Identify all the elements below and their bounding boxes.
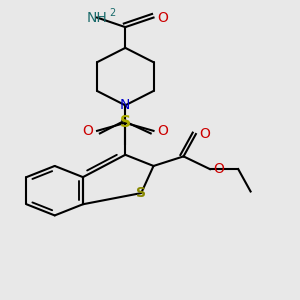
Text: S: S <box>120 116 131 130</box>
Text: O: O <box>83 124 94 138</box>
Text: N: N <box>120 98 130 112</box>
Text: O: O <box>214 162 224 176</box>
Text: 2: 2 <box>109 8 115 18</box>
Text: O: O <box>157 11 168 25</box>
Text: S: S <box>136 186 146 200</box>
Text: O: O <box>200 127 210 141</box>
Text: NH: NH <box>87 11 107 25</box>
Text: O: O <box>157 124 168 138</box>
